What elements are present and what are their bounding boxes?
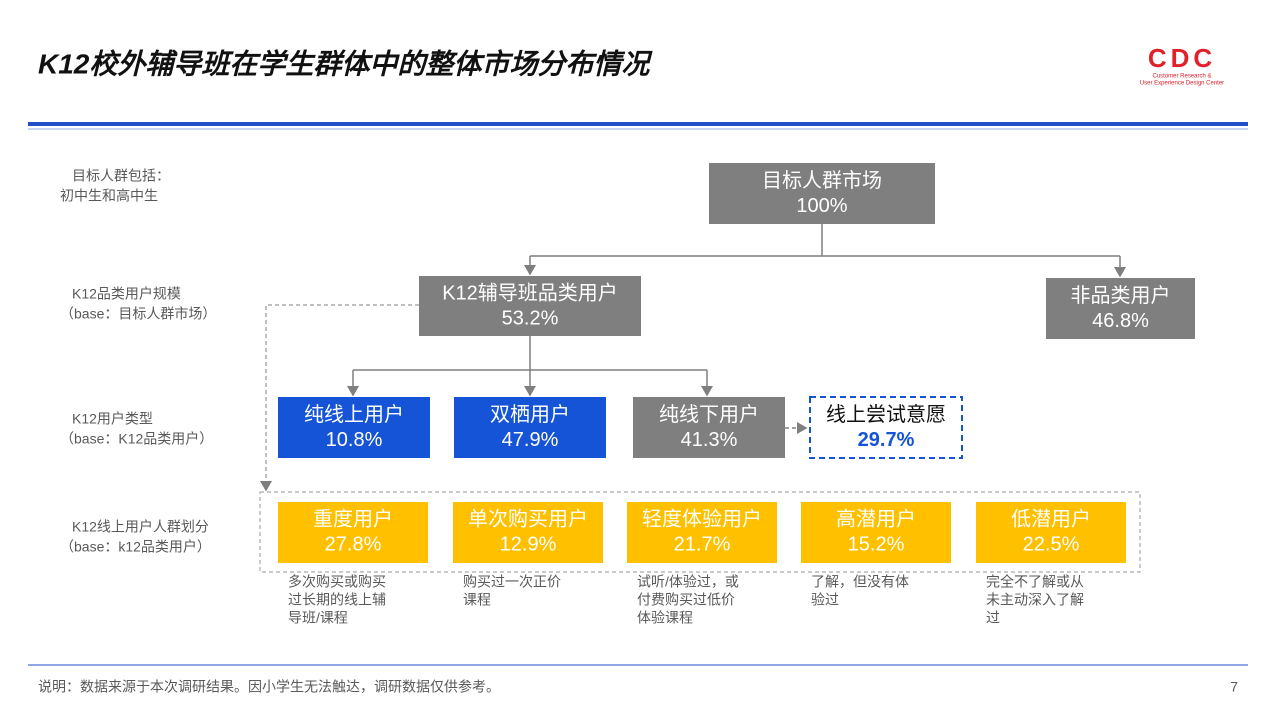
node-label: 纯线上用户 — [304, 403, 404, 426]
segment — [627, 502, 777, 563]
row-label: 目标人群包括： — [72, 168, 170, 184]
node — [809, 396, 963, 459]
node-label: K12辅导班品类用户 — [442, 281, 618, 304]
segment — [453, 502, 603, 563]
segment-desc: 购买过一次正价 — [463, 574, 561, 590]
node — [278, 397, 430, 458]
node — [709, 163, 935, 224]
segment-desc: 验过 — [811, 592, 839, 608]
segment-desc: 了解，但没有体 — [811, 574, 909, 590]
logo-line: Customer Research & — [1152, 74, 1211, 80]
page-number: 7 — [1230, 679, 1238, 695]
segment-label: 单次购买用户 — [468, 507, 588, 530]
segment — [278, 502, 428, 563]
segment-desc: 未主动深入了解 — [986, 592, 1084, 608]
logo-mark: CDC — [1148, 43, 1216, 73]
node-label: 线上尝试意愿 — [826, 403, 946, 426]
row-label: 初中生和高中生 — [60, 188, 158, 204]
node-value: 100% — [796, 195, 847, 217]
node-label: 非品类用户 — [1071, 284, 1171, 307]
segment-value: 12.9% — [500, 533, 557, 555]
logo-line: User Experience Design Center — [1140, 81, 1224, 87]
segment — [801, 502, 951, 563]
connectors — [260, 224, 1126, 492]
segment-value: 21.7% — [674, 533, 731, 555]
node-value: 47.9% — [502, 429, 559, 451]
node-value: 29.7% — [858, 429, 915, 451]
footer-note: 说明：数据来源于本次调研结果。因小学生无法触达，调研数据仅供参考。 — [38, 679, 500, 695]
node-label: 目标人群市场 — [762, 169, 882, 192]
node-value: 53.2% — [502, 307, 559, 329]
segment-label: 重度用户 — [313, 507, 393, 530]
row-label: （base：目标人群市场） — [60, 306, 216, 322]
header-rule — [28, 128, 1248, 130]
node — [419, 276, 641, 336]
node-label: 纯线下用户 — [659, 403, 759, 426]
segment-desc: 体验课程 — [637, 610, 693, 626]
node — [1046, 278, 1195, 339]
segment-label: 低潜用户 — [1011, 507, 1091, 530]
segment-desc: 付费购买过低价 — [637, 592, 735, 608]
node-value: 10.8% — [326, 429, 383, 451]
segment-desc: 过长期的线上辅 — [288, 592, 386, 608]
segment-value: 15.2% — [848, 533, 905, 555]
segment-value: 22.5% — [1023, 533, 1080, 555]
row-label: K12线上用户人群划分 — [72, 519, 209, 535]
segment-desc: 多次购买或购买 — [288, 574, 386, 590]
segment-desc: 完全不了解或从 — [986, 574, 1084, 590]
header-rule — [28, 122, 1248, 126]
node-label: 双栖用户 — [490, 403, 570, 426]
segment-group — [259, 491, 1141, 573]
segment-desc: 过 — [986, 610, 1000, 626]
node-value: 41.3% — [681, 429, 738, 451]
segment-desc: 课程 — [463, 592, 491, 608]
row-label: K12品类用户规模 — [72, 286, 181, 302]
title: K12校外辅导班在学生群体中的整体市场分布情况 — [38, 48, 653, 79]
row-label: K12用户类型 — [72, 411, 153, 427]
segment-value: 27.8% — [325, 533, 382, 555]
row-label: （base：K12品类用户） — [60, 431, 213, 447]
segment — [976, 502, 1126, 563]
segment-desc: 试听/体验过，或 — [637, 574, 739, 590]
node-value: 46.8% — [1092, 310, 1149, 332]
segment-desc: 导班/课程 — [288, 610, 348, 626]
node — [454, 397, 606, 458]
row-label: （base：k12品类用户） — [60, 539, 211, 555]
node — [633, 397, 785, 458]
segment-label: 轻度体验用户 — [642, 507, 762, 530]
segment-label: 高潜用户 — [836, 507, 916, 530]
